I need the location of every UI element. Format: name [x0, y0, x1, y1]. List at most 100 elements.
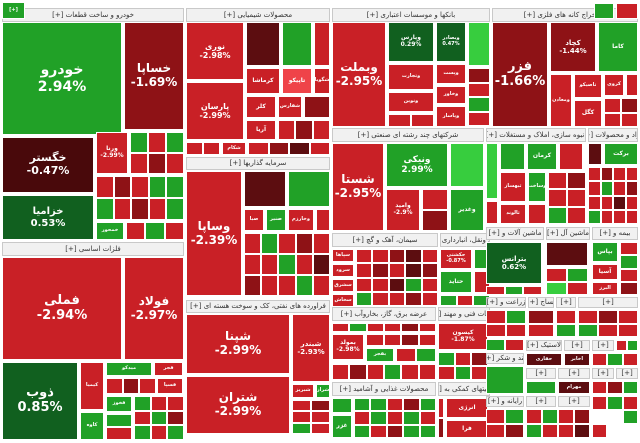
mosaic-stock-tile[interactable]: [388, 263, 406, 278]
mosaic-stock-tile[interactable]: [150, 425, 168, 440]
mini-sector-header[interactable]: [+]: [558, 368, 590, 379]
mosaic-stock-tile[interactable]: [454, 366, 472, 380]
stock-tile[interactable]: شراز: [316, 384, 330, 398]
mosaic-stock-tile[interactable]: [613, 209, 626, 224]
mosaic-stock-tile[interactable]: [122, 378, 140, 394]
mosaic-stock-tile[interactable]: [486, 339, 505, 351]
mosaic-stock-tile[interactable]: [526, 409, 542, 424]
stock-tile[interactable]: ذوب 0.85%: [2, 362, 78, 440]
mosaic-stock-tile[interactable]: [558, 409, 574, 424]
mosaic-stock-tile[interactable]: [421, 249, 438, 264]
mosaic-stock-tile[interactable]: [548, 172, 567, 190]
mosaic-stock-tile[interactable]: [167, 425, 184, 440]
mosaic-stock-tile[interactable]: [150, 410, 168, 426]
mosaic-stock-tile[interactable]: [405, 277, 422, 292]
stock-tile[interactable]: فولاد -2.97%: [124, 257, 184, 360]
mosaic-stock-tile[interactable]: [166, 176, 184, 198]
stock-tile[interactable]: غزر: [332, 415, 352, 438]
mosaic-stock-tile[interactable]: [312, 254, 330, 275]
stock-tile[interactable]: شگویا: [314, 68, 330, 94]
stock-tile[interactable]: [588, 143, 602, 165]
mosaic-stock-tile[interactable]: [354, 398, 371, 412]
mosaic-stock-tile[interactable]: [356, 263, 373, 278]
mosaic-stock-tile[interactable]: [383, 334, 401, 346]
mosaic-stock-tile[interactable]: [468, 97, 490, 112]
mosaic-stock-tile[interactable]: [372, 263, 389, 278]
stock-tile[interactable]: فخوز: [106, 396, 132, 412]
stock-tile[interactable]: شستا -2.95%: [332, 143, 384, 231]
stock-tile[interactable]: پارسان -2.99%: [186, 82, 244, 140]
sector-header[interactable]: حمل ونقل، انبارداری [+]: [440, 233, 490, 247]
mosaic-stock-tile[interactable]: [505, 339, 524, 351]
mosaic-stock-tile[interactable]: [278, 254, 296, 275]
mosaic-stock-tile[interactable]: [388, 291, 406, 306]
stock-tile[interactable]: [486, 366, 524, 394]
stock-tile[interactable]: [246, 22, 280, 66]
stock-tile[interactable]: شپنا -2.99%: [186, 314, 290, 374]
mosaic-stock-tile[interactable]: [486, 286, 505, 295]
mosaic-stock-tile[interactable]: [468, 82, 490, 97]
sector-header[interactable]: فلزات اساسی [+]: [2, 242, 184, 256]
mosaic-stock-tile[interactable]: [332, 364, 350, 380]
mini-sector-header[interactable]: [+]: [564, 340, 590, 351]
mosaic-stock-tile[interactable]: [419, 411, 436, 425]
mosaic-stock-tile[interactable]: [588, 195, 601, 210]
mini-sector-header[interactable]: [+]: [526, 368, 556, 379]
stock-tile[interactable]: وبصادر 0.47%: [436, 22, 466, 62]
mosaic-stock-tile[interactable]: [388, 249, 406, 264]
mosaic-stock-tile[interactable]: [421, 291, 438, 306]
mosaic-stock-tile[interactable]: [311, 400, 330, 412]
mini-sector-header[interactable]: [+]: [592, 368, 614, 379]
mosaic-stock-tile[interactable]: [312, 275, 330, 296]
mosaic-stock-tile[interactable]: [366, 334, 384, 346]
stock-tile[interactable]: تاپیکو: [282, 68, 312, 94]
mosaic-stock-tile[interactable]: [567, 189, 586, 207]
mosaic-stock-tile[interactable]: [618, 310, 638, 324]
mosaic-stock-tile[interactable]: [164, 222, 184, 240]
mosaic-stock-tile[interactable]: [356, 249, 373, 264]
mosaic-stock-tile[interactable]: [261, 233, 279, 254]
stock-tile[interactable]: کگل: [574, 100, 602, 127]
mosaic-stock-tile[interactable]: [620, 268, 638, 282]
stock-tile[interactable]: بمولد -2.98%: [332, 334, 364, 360]
mosaic-stock-tile[interactable]: [386, 424, 404, 438]
mosaic-stock-tile[interactable]: [106, 427, 132, 440]
mosaic-stock-tile[interactable]: [113, 198, 132, 220]
mosaic-stock-tile[interactable]: [405, 291, 422, 306]
mosaic-stock-tile[interactable]: [405, 249, 422, 264]
stock-tile[interactable]: وبملت -2.95%: [332, 22, 386, 127]
mosaic-stock-tile[interactable]: [578, 310, 598, 324]
sector-header[interactable]: لاستیک [+]: [526, 340, 562, 351]
mosaic-stock-tile[interactable]: [598, 310, 618, 324]
mini-sector-header[interactable]: [+]: [558, 396, 590, 407]
mosaic-stock-tile[interactable]: [312, 120, 330, 140]
mosaic-stock-tile[interactable]: [366, 364, 384, 380]
mosaic-stock-tile[interactable]: [574, 423, 590, 438]
mosaic-stock-tile[interactable]: [486, 201, 498, 224]
mosaic-stock-tile[interactable]: [126, 222, 146, 240]
stock-tile[interactable]: انرژی: [446, 398, 488, 418]
stock-tile[interactable]: البرز: [592, 282, 618, 295]
mosaic-stock-tile[interactable]: [96, 198, 114, 220]
mosaic-stock-tile[interactable]: [607, 353, 623, 366]
mini-sector-header[interactable]: [+]: [556, 297, 576, 308]
mosaic-stock-tile[interactable]: [304, 96, 330, 118]
mosaic-stock-tile[interactable]: [506, 310, 526, 324]
stock-tile[interactable]: کرمان: [527, 143, 557, 170]
mosaic-stock-tile[interactable]: [625, 167, 638, 182]
mosaic-stock-tile[interactable]: [186, 142, 203, 155]
sector-header[interactable]: بانکها و موسسات اعتباری [+]: [332, 8, 490, 22]
mosaic-stock-tile[interactable]: [134, 396, 151, 411]
stock-tile[interactable]: حفاری: [526, 353, 562, 366]
mosaic-stock-tile[interactable]: [607, 396, 623, 410]
sector-header[interactable]: انبوه سازی، املاک و مستغلات [+]: [486, 128, 586, 142]
mosaic-stock-tile[interactable]: [486, 310, 506, 324]
mosaic-stock-tile[interactable]: [166, 198, 184, 220]
mosaic-stock-tile[interactable]: [403, 398, 420, 412]
mosaic-stock-tile[interactable]: [148, 153, 166, 174]
mosaic-stock-tile[interactable]: [411, 114, 434, 127]
mosaic-stock-tile[interactable]: [349, 364, 367, 380]
mosaic-stock-tile[interactable]: [422, 210, 448, 231]
sector-header[interactable]: قند و شکر [+]: [486, 353, 524, 364]
sector-header[interactable]: عرضه برق، گاز، بخاروآب [+]: [332, 307, 436, 321]
